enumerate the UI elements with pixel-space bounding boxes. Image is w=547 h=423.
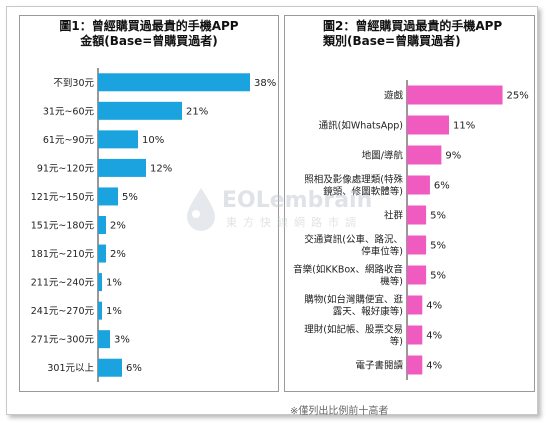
chart-panel-amount: 圖1：曾經購買過最貴的手機APP 金額(Base=曾購買過者) 38% 不到30元… <box>19 15 279 392</box>
chart2-title: 圖2：曾經購買過最貴的手機APP <box>323 19 503 33</box>
bar-value-label: 10% <box>142 135 164 146</box>
bar-chart-category: 25% 遊戲 11% 通訊(如WhatsApp) 9% 地圖/導航 6% 照相及影像處理類(特… <box>293 80 529 380</box>
bar <box>98 73 250 92</box>
bar <box>407 115 450 135</box>
bar <box>407 325 423 345</box>
bar-chart-amount: 38% 不到30元 21% 31元~60元 10% 61元~90元 12% 91元~120元 5… <box>31 68 276 382</box>
bar-value-label: 4% <box>426 301 442 312</box>
bar <box>98 244 106 263</box>
category-label: 181元~210元 <box>31 249 95 260</box>
chart2-subtitle: 類別(Base=曾購買過者) <box>323 34 461 48</box>
category-label: 151元~180元 <box>31 221 95 232</box>
chart1-title: 圖1：曾經購買過最貴的手機APP <box>59 19 239 33</box>
bar-value-label: 21% <box>186 106 208 117</box>
bar <box>407 205 427 225</box>
category-label: 91元~120元 <box>37 163 95 174</box>
bar <box>407 145 442 165</box>
category-label: 241元~270元 <box>31 306 95 317</box>
bar-value-label: 5% <box>430 241 446 252</box>
bar-value-label: 6% <box>434 181 450 192</box>
bar <box>407 355 423 375</box>
bar <box>98 187 118 206</box>
bar-value-label: 1% <box>106 278 122 289</box>
bar-value-label: 25% <box>507 91 529 102</box>
bar <box>407 85 503 105</box>
bar <box>98 330 110 349</box>
bar-value-label: 11% <box>453 121 475 132</box>
bar-value-label: 5% <box>430 211 446 222</box>
category-label: 地圖/導航 <box>362 150 404 162</box>
bar <box>98 101 182 120</box>
category-label: 照相及影像處理類(特殊鏡頭、修圖軟體等) <box>304 174 403 198</box>
category-label: 61元~90元 <box>43 135 95 146</box>
category-label: 不到30元 <box>53 77 94 89</box>
bar <box>98 301 102 320</box>
chart-panel-category: 圖2：曾經購買過最貴的手機APP 類別(Base=曾購買過者) 25% 遊戲 11%… <box>284 15 535 392</box>
bar <box>98 130 138 149</box>
bar <box>407 235 427 255</box>
bar <box>407 295 423 315</box>
bar-value-label: 4% <box>426 361 442 372</box>
watermark: EOLembrain 東方快線網路市調 <box>174 186 374 236</box>
watermark-drop-icon <box>187 188 215 231</box>
bar-value-label: 2% <box>110 221 126 232</box>
bar <box>407 175 430 195</box>
footnote: ※僅列出比例前十高者 <box>290 406 389 417</box>
category-label: 通訊(如WhatsApp) <box>319 120 403 132</box>
category-label: 社群 <box>384 210 404 222</box>
watermark-subtitle: 東方快線網路市調 <box>226 216 362 229</box>
category-label: 301元以上 <box>47 363 94 374</box>
bar-value-label: 12% <box>150 163 172 174</box>
category-label: 交通資訊(公車、路況、停車位等) <box>304 234 403 258</box>
bar-value-label: 2% <box>110 249 126 260</box>
bar <box>98 358 122 377</box>
chart-title-category: 圖2：曾經購買過最貴的手機APP 類別(Base=曾購買過者) <box>285 19 534 49</box>
category-label: 211元~240元 <box>31 278 95 289</box>
bar <box>98 273 102 292</box>
figure-frame: 圖1：曾經購買過最貴的手機APP 金額(Base=曾購買過者) 38% 不到30元… <box>6 6 538 417</box>
bar <box>98 158 146 177</box>
bar-value-label: 3% <box>114 335 130 346</box>
category-label: 理財(如記帳、股票交易等) <box>304 324 403 348</box>
category-label: 31元~60元 <box>43 106 95 117</box>
chart-title-amount: 圖1：曾經購買過最貴的手機APP 金額(Base=曾購買過者) <box>20 19 278 49</box>
bar-value-label: 9% <box>445 151 461 162</box>
category-label: 121元~150元 <box>31 192 95 203</box>
bar-value-label: 1% <box>106 306 122 317</box>
bar-value-label: 4% <box>426 331 442 342</box>
category-label: 271元~300元 <box>31 335 95 346</box>
category-label: 遊戲 <box>384 90 404 102</box>
chart1-subtitle: 金額(Base=曾購買過者) <box>80 34 218 48</box>
bar-value-label: 5% <box>122 192 138 203</box>
category-label: 電子書閱讀 <box>355 360 403 372</box>
category-label: 購物(如台灣購便宜、逛露天、報好康等) <box>304 294 403 318</box>
bar <box>98 216 106 234</box>
bar-value-label: 38% <box>254 78 276 89</box>
bar-value-label: 5% <box>430 271 446 282</box>
bar <box>407 265 427 285</box>
watermark-logo: EOLembrain <box>222 188 373 213</box>
bar-value-label: 6% <box>126 363 142 374</box>
category-label: 音樂(如KKBox、網路收音機等) <box>293 264 403 288</box>
